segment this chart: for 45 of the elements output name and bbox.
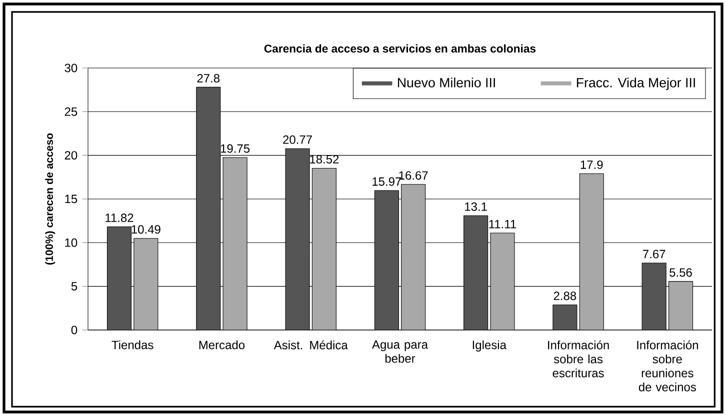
- x-tick-label: Mercado: [199, 340, 245, 350]
- bar: [490, 232, 515, 330]
- x-tick-label: Información sobre reuniones de vecinos: [637, 340, 698, 392]
- bar: [312, 168, 336, 330]
- data-label: 16.67: [399, 171, 428, 180]
- data-label: 19.75: [220, 144, 250, 153]
- data-label: 11.11: [489, 220, 516, 228]
- data-label: 20.77: [283, 135, 312, 144]
- y-tick-label: 30: [64, 64, 78, 72]
- y-tick-label: 5: [71, 282, 78, 291]
- y-tick-label: 20: [64, 151, 78, 160]
- data-label: 5.56: [670, 268, 692, 277]
- bar: [285, 148, 310, 330]
- data-label: 27.8: [197, 74, 220, 82]
- bar: [196, 86, 221, 330]
- data-label: 15.97: [372, 177, 402, 186]
- bar: [401, 184, 426, 330]
- data-label: 2.88: [554, 292, 576, 300]
- bar: [222, 157, 248, 330]
- bar: [579, 173, 604, 330]
- bar: [134, 238, 158, 330]
- y-tick-label: 15: [65, 194, 78, 204]
- bar: [106, 226, 132, 330]
- data-label: 10.49: [132, 225, 160, 234]
- chart-title: Carencia de acceso a servicios en ambas colonias: [264, 44, 536, 53]
- x-tick-label: Iglesia: [472, 340, 506, 352]
- x-tick-label: Asist. Médica: [274, 340, 348, 350]
- bar: [374, 190, 399, 330]
- y-tick-label: 10: [65, 238, 78, 247]
- bar: [464, 215, 488, 330]
- x-tick-label: Agua para beber: [372, 340, 428, 363]
- data-label: 11.82: [106, 214, 134, 222]
- data-label: 13.1: [465, 202, 487, 211]
- y-tick-label: 0: [71, 326, 78, 334]
- legend-label: Nuevo Milenio III: [398, 78, 495, 88]
- y-tick-label: 25: [64, 107, 78, 116]
- y-axis-title: (100%) carecen de acceso: [45, 133, 56, 265]
- legend-label: Fracc. Vida Mejor III: [576, 78, 695, 90]
- data-label: 7.67: [643, 250, 666, 258]
- x-tick-label: Información sobre las escrituras: [548, 340, 609, 378]
- data-label: 17.9: [580, 160, 603, 169]
- x-tick-label: Tiendas: [112, 340, 154, 350]
- bar: [668, 281, 694, 330]
- bar: [552, 304, 578, 330]
- bar: [642, 262, 666, 330]
